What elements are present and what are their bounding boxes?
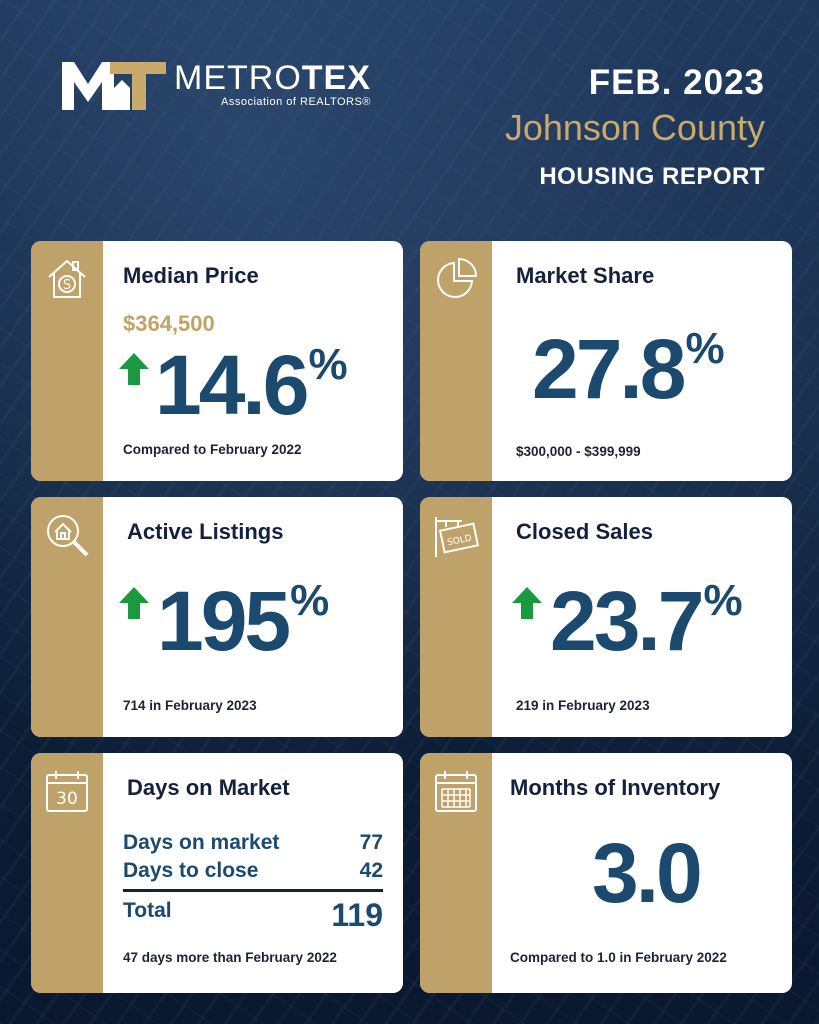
closed-sales-change: 23.7% (550, 576, 743, 664)
report-county: Johnson County (504, 107, 765, 148)
dom-row-label: Days to close (123, 859, 259, 882)
big-number: 14.6 (155, 338, 309, 432)
calendar-grid-icon (432, 767, 480, 815)
percent-sign: % (703, 576, 743, 625)
big-number: 27.8 (532, 322, 686, 416)
median-price-card: S Median Price $364,500 14.6% Compared t… (31, 241, 403, 481)
pie-chart-icon (432, 255, 480, 303)
percent-sign: % (290, 576, 330, 625)
card-footer: 219 in February 2023 (516, 698, 650, 713)
card-stripe (31, 753, 103, 993)
months-inventory-card: Months of Inventory 3.0 Compared to 1.0 … (420, 753, 792, 993)
dom-row-value: 77 (359, 831, 383, 854)
house-dollar-icon: S (43, 255, 91, 303)
dom-row-value: 42 (359, 859, 383, 882)
trend-up-arrow-icon (512, 587, 542, 619)
trend-up-arrow-icon (119, 353, 149, 385)
active-listings-change: 195% (157, 576, 330, 664)
card-title: Market Share (516, 263, 655, 288)
dom-total-label: Total (123, 899, 172, 922)
dom-row-days-to-close: Days to close 42 (123, 859, 383, 883)
months-inventory-value: 3.0 (592, 831, 703, 915)
card-stripe (31, 241, 103, 481)
card-footer: Compared to 1.0 in February 2022 (510, 950, 727, 965)
metrotex-logo: METROTEX Association of REALTORS® (62, 56, 371, 112)
report-date: FEB. 2023 (588, 63, 765, 102)
dom-row-label: Days on market (123, 831, 280, 854)
card-stripe (420, 497, 492, 737)
market-share-card: Market Share 27.8% $300,000 - $399,999 (420, 241, 792, 481)
card-footer: $300,000 - $399,999 (516, 444, 641, 459)
active-listings-card: Active Listings 195% 714 in February 202… (31, 497, 403, 737)
card-footer: Compared to February 2022 (123, 442, 302, 457)
card-stripe (31, 497, 103, 737)
svg-text:30: 30 (56, 789, 78, 809)
report-title: HOUSING REPORT (539, 163, 765, 190)
big-number: 3.0 (592, 826, 703, 920)
dom-row-days-on-market: Days on market 77 (123, 831, 383, 855)
days-on-market-card: 30 Days on Market Days on market 77 Days… (31, 753, 403, 993)
card-footer: 47 days more than February 2022 (123, 950, 337, 965)
brand-subtitle: Association of REALTORS® (220, 95, 371, 108)
card-title: Closed Sales (516, 519, 653, 544)
card-title: Months of Inventory (510, 775, 721, 800)
brand-name-tex: TEX (301, 58, 371, 97)
trend-up-arrow-icon (119, 587, 149, 619)
svg-text:S: S (63, 278, 71, 293)
calendar-30-icon: 30 (43, 767, 91, 815)
card-title: Median Price (123, 263, 259, 288)
mt-logo-mark-icon (62, 62, 166, 110)
percent-sign: % (685, 324, 725, 373)
house-search-icon (43, 511, 91, 559)
report-header: FEB. 2023 Johnson County HOUSING REPORT (505, 62, 765, 192)
big-number: 23.7 (550, 574, 704, 668)
closed-sales-card: SOLD Closed Sales 23.7% 219 in February … (420, 497, 792, 737)
brand-name-metro: METRO (174, 58, 302, 97)
card-title: Days on Market (127, 775, 290, 800)
dom-total-value: 119 (331, 897, 383, 933)
market-share-value: 27.8% (532, 324, 725, 412)
sold-sign-icon: SOLD (432, 511, 480, 559)
median-price-value: $364,500 (123, 311, 215, 336)
dom-divider (123, 889, 383, 892)
median-price-change: 14.6% (155, 340, 348, 428)
card-stripe (420, 753, 492, 993)
big-number: 195 (157, 574, 291, 668)
percent-sign: % (308, 340, 348, 389)
card-footer: 714 in February 2023 (123, 698, 257, 713)
card-title: Active Listings (127, 519, 284, 544)
